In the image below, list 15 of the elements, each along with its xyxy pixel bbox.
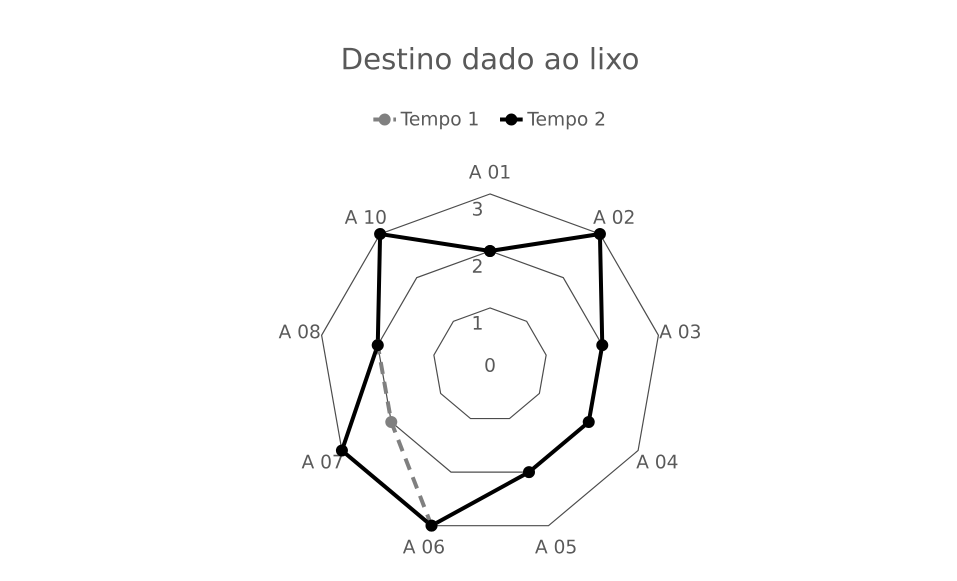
spoke-label: A 01 (469, 164, 510, 179)
y-tick-label: 1 (474, 316, 482, 330)
spoke-label: A 05 (535, 540, 576, 554)
y-tick-label: 0 (485, 358, 495, 372)
y-tick-label: 3 (472, 202, 482, 216)
spoke-label: A 06 (402, 540, 444, 554)
legend-label: Tempo 2 (527, 112, 604, 130)
legend-label: Tempo 1 (400, 112, 478, 130)
y-tick-label: 2 (472, 258, 482, 273)
spoke-label: A 03 (659, 324, 700, 338)
spoke-label: A 04 (636, 454, 678, 469)
spoke-label: A 08 (278, 324, 320, 338)
spoke-label: A 10 (344, 210, 386, 224)
chart-title: Destino dado ao lixo (344, 47, 638, 70)
spoke-label: A 02 (593, 210, 634, 224)
